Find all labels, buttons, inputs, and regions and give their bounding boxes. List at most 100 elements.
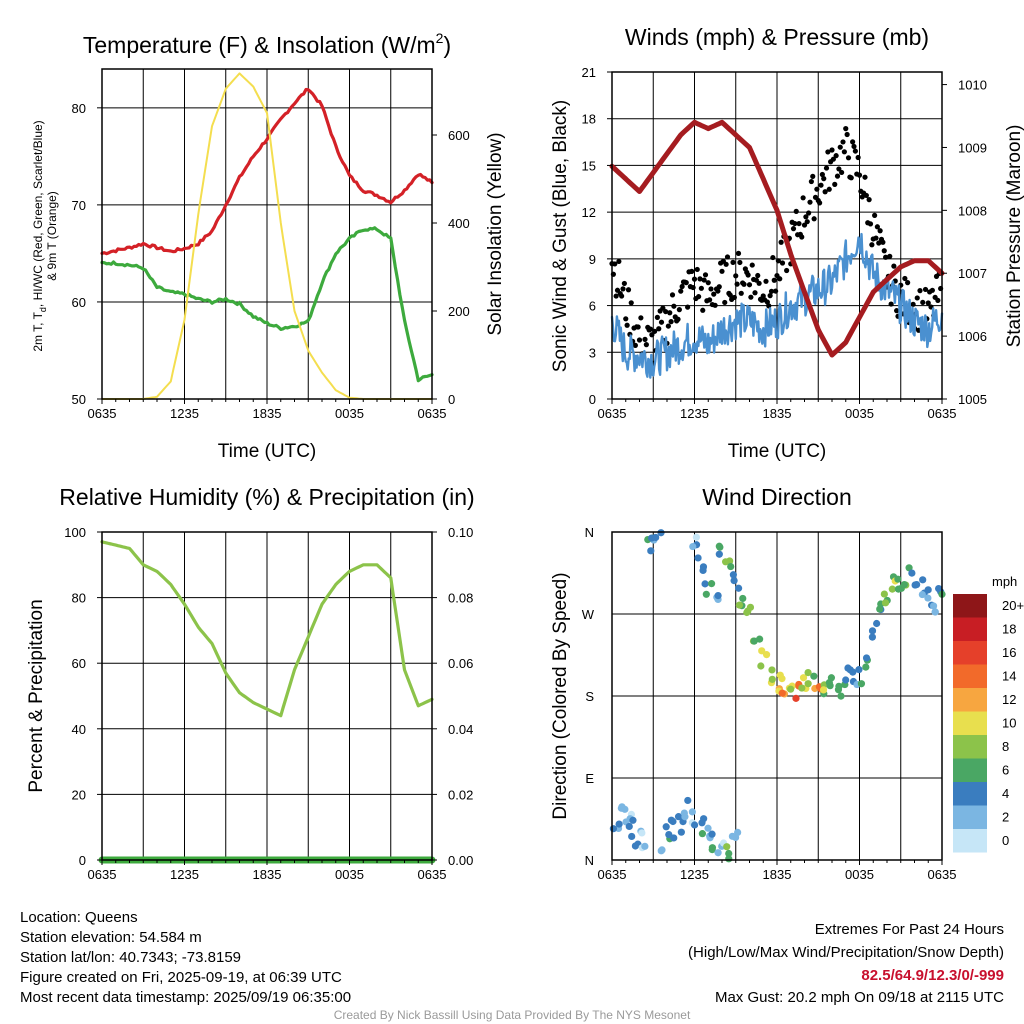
extremes-block: Extremes For Past 24 Hours (High/Low/Max… (688, 921, 1004, 1006)
pressure-ylabel: Station Pressure (Maroon) (1004, 125, 1024, 348)
gust-point (881, 248, 887, 254)
gust-point (658, 319, 665, 325)
direction-point (778, 675, 786, 683)
gust-point (832, 181, 838, 187)
colorbar-swatch (953, 711, 987, 735)
gust-point (712, 302, 718, 308)
gust-point (768, 288, 775, 294)
gust-point (748, 294, 754, 300)
x-tick-label: 0035 (845, 406, 874, 421)
colorbar-label: 18 (1002, 622, 1016, 637)
gust-point (613, 293, 619, 299)
direction-point (708, 830, 716, 838)
station-info: Location: Queens Station elevation: 54.5… (20, 909, 351, 1006)
winds-title: Winds (mph) & Pressure (mb) (625, 24, 929, 50)
x-tick-label: 1235 (170, 406, 199, 421)
gust-point (737, 259, 743, 266)
gust-point (698, 285, 704, 291)
gust-point (804, 219, 810, 225)
direction-panel: Wind Direction N E S W N 0635 1235 1835 0035 063… (550, 484, 956, 882)
direction-point (857, 680, 866, 688)
dewpoint-line (100, 226, 434, 383)
gust-point (867, 221, 874, 227)
gust-point (642, 336, 648, 342)
y-left-tick-label: 50 (72, 392, 86, 407)
y-tick-label: N (585, 853, 594, 868)
direction-point (715, 542, 723, 550)
y-left-tick-label: 80 (72, 101, 86, 116)
y-right-tick-label: 1005 (958, 392, 987, 407)
x-tick-label: 0035 (845, 867, 874, 882)
gust-point (727, 292, 733, 298)
gust-point (807, 199, 813, 205)
direction-point (723, 843, 731, 851)
gust-point (623, 316, 629, 322)
x-tick-label: 0635 (418, 867, 447, 882)
direction-point (609, 825, 618, 833)
gust-point (910, 301, 916, 307)
direction-point (735, 601, 744, 609)
direction-point (792, 694, 800, 702)
gust-point (636, 337, 643, 343)
gust-point (763, 278, 769, 284)
colorbar-swatch (953, 829, 987, 853)
direction-point (768, 666, 776, 674)
gust-point (770, 254, 776, 261)
gust-point (619, 293, 625, 299)
temperature-line (100, 87, 434, 256)
gust-point (679, 283, 685, 290)
x-tick-label: 0635 (88, 867, 117, 882)
gust-point (741, 281, 747, 287)
colorbar-swatch (953, 758, 987, 782)
direction-point (648, 534, 656, 542)
direction-point (714, 591, 722, 600)
direction-point (615, 820, 623, 828)
gust-point (694, 266, 700, 273)
gust-point (690, 284, 696, 291)
direction-point (698, 830, 707, 838)
gust-point (863, 192, 869, 199)
gust-point (810, 173, 816, 179)
y-left-tick-label: 0 (589, 392, 596, 407)
gust-point (691, 276, 698, 282)
colorbar-swatch (953, 617, 987, 641)
direction-point (798, 684, 806, 692)
gust-point (746, 282, 753, 288)
gust-point (716, 284, 722, 290)
gust-point (799, 234, 805, 240)
x-tick-label: 0635 (928, 406, 957, 421)
direction-ylabel: Direction (Colored By Speed) (550, 572, 571, 819)
gust-point (866, 197, 872, 203)
direction-point (913, 581, 921, 589)
gust-point (612, 261, 618, 267)
gust-point (872, 212, 878, 218)
direction-point (700, 815, 708, 823)
direction-point (694, 554, 702, 562)
extremes-heading: Extremes For Past 24 Hours (815, 921, 1004, 938)
x-tick-label: 0635 (598, 867, 627, 882)
temperature-ylabel-line2: & 9m T (Orange) (45, 191, 59, 281)
temperature-title: Temperature (F) & Insolation (W/m2) (83, 30, 451, 58)
direction-point (868, 633, 876, 641)
direction-point (929, 602, 938, 610)
gust-point (696, 293, 702, 300)
colorbar-swatch (953, 805, 987, 829)
gust-point (929, 287, 935, 293)
colorbar-label: 20+ (1002, 598, 1024, 613)
direction-point (689, 542, 697, 551)
gust-point (852, 148, 858, 154)
gust-point (621, 280, 627, 287)
direction-point (631, 842, 640, 850)
direction-point (768, 675, 776, 683)
y-right-tick-label: 400 (448, 216, 470, 231)
gust-point (843, 126, 849, 132)
direction-point (900, 580, 908, 589)
x-tick-label: 1835 (253, 406, 282, 421)
direction-point (799, 674, 808, 682)
gust-point (752, 290, 758, 296)
direction-point (629, 816, 637, 824)
x-tick-label: 0035 (335, 867, 364, 882)
colorbar-swatch (953, 641, 987, 665)
direction-point (628, 832, 636, 841)
